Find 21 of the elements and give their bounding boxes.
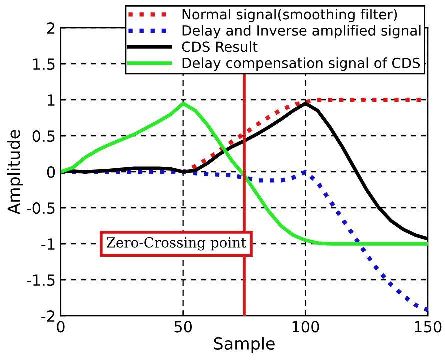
x-axis-title: Sample — [214, 337, 275, 354]
ref-line-label: Zero-Crossing point — [106, 237, 247, 251]
y-axis-title: Amplitude — [7, 130, 24, 215]
line-series — [60, 170, 428, 312]
x-tick-label: 150 — [415, 321, 442, 333]
y-tick-label: -1 — [42, 238, 55, 250]
legend-label: CDS Result — [182, 41, 258, 52]
x-tick-label: 0 — [57, 321, 65, 333]
y-tick-label: 1 — [48, 94, 55, 106]
legend-label: Delay compensation signal of CDS — [182, 58, 420, 72]
y-tick-label: 1.5 — [33, 58, 55, 70]
y-tick-label: 2 — [48, 22, 55, 34]
y-tick-label: -1.5 — [27, 274, 55, 286]
legend-label: Delay and Inverse amplified signal — [182, 25, 421, 39]
y-tick-label: -2 — [42, 310, 55, 322]
legend-label: Normal signal(smoothing filter) — [182, 9, 398, 22]
y-tick-label: 0 — [47, 166, 56, 178]
x-tick-label: 100 — [292, 321, 320, 333]
x-tick-label: 50 — [174, 321, 192, 333]
y-tick-label: 0.5 — [32, 130, 55, 142]
y-tick-label: -0.5 — [27, 202, 55, 214]
